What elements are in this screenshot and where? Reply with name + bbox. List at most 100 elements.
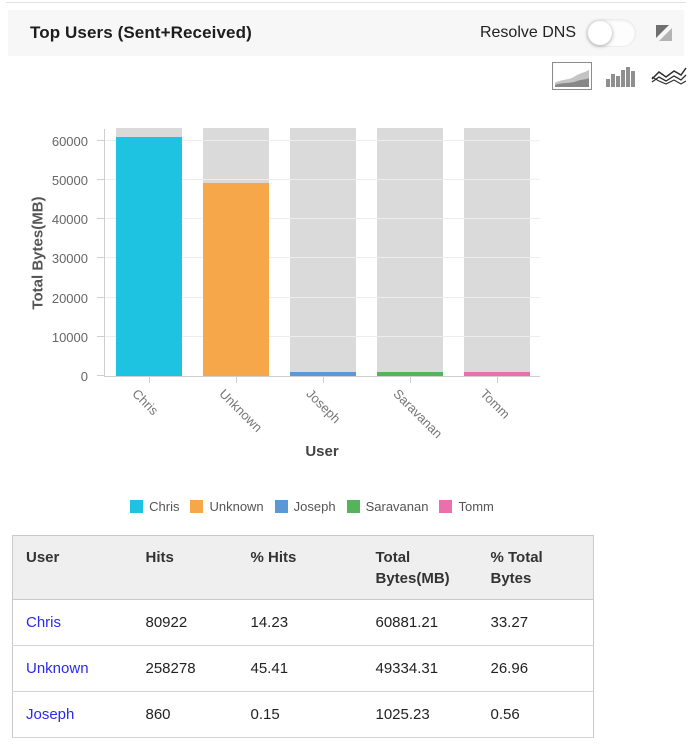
y-tick-label: 60000 xyxy=(51,133,88,149)
cell-user: Unknown xyxy=(12,645,133,692)
header-controls: Resolve DNS xyxy=(480,19,672,47)
y-tick xyxy=(97,257,104,259)
column-header: Hits xyxy=(132,535,238,600)
gridline xyxy=(105,257,540,259)
user-link[interactable]: Chris xyxy=(26,614,62,631)
table-row: Chris 80922 14.23 60881.21 33.27 xyxy=(12,599,594,646)
panel-top-border xyxy=(6,2,686,3)
cell-total-bytes: 49334.31 xyxy=(362,645,478,692)
bar-joseph[interactable] xyxy=(290,371,356,376)
x-axis-title: User xyxy=(305,443,339,460)
legend-item-joseph[interactable]: Joseph xyxy=(274,499,336,514)
y-tick xyxy=(97,296,104,298)
line-chart-icon[interactable] xyxy=(650,63,688,89)
area-chart-icon[interactable] xyxy=(552,62,592,90)
y-tick-label: 20000 xyxy=(51,290,88,306)
y-tick-label: 50000 xyxy=(51,173,88,189)
legend-label: Unknown xyxy=(209,499,264,514)
x-tick-label: Unknown xyxy=(216,386,266,435)
gridline xyxy=(105,335,540,337)
y-tick-label: 30000 xyxy=(51,251,88,267)
column-header: % Total Bytes xyxy=(477,535,594,600)
legend-swatch xyxy=(130,500,144,513)
top-users-table: User Hits% Hits Total Bytes(MB)% Total Byt… xyxy=(12,535,594,738)
gridline xyxy=(105,218,540,220)
y-tick-label: 10000 xyxy=(51,329,88,345)
legend-item-tomm[interactable]: Tomm xyxy=(439,499,494,514)
user-link[interactable]: Unknown xyxy=(26,660,89,677)
legend-item-unknown[interactable]: Unknown xyxy=(190,499,264,514)
table-body: Chris 80922 14.23 60881.21 33.27 Unknown 25827… xyxy=(12,599,594,738)
legend-swatch xyxy=(439,500,453,513)
cell-hits: 80922 xyxy=(132,599,238,646)
x-tick xyxy=(410,376,412,383)
bar-tomm[interactable] xyxy=(464,372,531,376)
y-tick xyxy=(97,375,104,376)
y-tick xyxy=(97,179,104,181)
x-tick-label: Saravanan xyxy=(390,386,446,442)
legend-label: Saravanan xyxy=(365,499,429,514)
plot-area xyxy=(97,128,540,383)
table-header: User Hits% Hits Total Bytes(MB)% Total Byt… xyxy=(12,535,594,600)
chart-type-toolbar xyxy=(552,62,688,90)
column-header: Total Bytes(MB) xyxy=(362,535,478,600)
bar-track xyxy=(377,128,444,376)
gridline xyxy=(105,296,540,298)
cell-hits: 258278 xyxy=(132,645,238,692)
resolve-dns-label: Resolve DNS xyxy=(479,24,576,41)
cell-user: Joseph xyxy=(12,691,133,738)
cell-total-bytes: 1025.23 xyxy=(362,691,478,738)
legend-label: Tomm xyxy=(458,499,494,514)
chart-legend: Chris Unknown Joseph Saravanan Tomm xyxy=(0,499,624,514)
resolve-dns-toggle[interactable] xyxy=(586,19,636,47)
user-link[interactable]: Joseph xyxy=(26,706,75,723)
x-tick-label: Tomm xyxy=(477,386,514,422)
x-tick-label: Joseph xyxy=(303,386,344,427)
toggle-knob xyxy=(588,21,612,45)
bar-unknown[interactable] xyxy=(202,182,269,376)
legend-swatch xyxy=(274,500,288,513)
cell-pct-hits: 0.15 xyxy=(237,691,363,738)
legend-swatch xyxy=(346,500,360,513)
cell-pct-total-bytes: 0.56 xyxy=(477,691,594,738)
legend-label: Chris xyxy=(149,499,180,514)
x-tick xyxy=(235,376,237,383)
bar-chris[interactable] xyxy=(115,137,182,376)
column-header: User xyxy=(12,535,133,600)
column-header: % Hits xyxy=(237,535,363,600)
cell-pct-hits: 45.41 xyxy=(237,645,363,692)
y-tick xyxy=(97,218,104,220)
x-tick xyxy=(497,376,499,383)
x-tick xyxy=(148,376,150,383)
bar-track xyxy=(290,128,356,376)
cell-total-bytes: 60881.21 xyxy=(362,599,478,646)
bar-saravanan[interactable] xyxy=(377,372,444,376)
cell-pct-total-bytes: 33.27 xyxy=(477,599,594,646)
bar-chart-icon[interactable] xyxy=(605,63,637,89)
gridline xyxy=(105,139,540,141)
cell-hits: 860 xyxy=(132,691,238,738)
legend-item-saravanan[interactable]: Saravanan xyxy=(346,499,429,514)
legend-item-chris[interactable]: Chris xyxy=(130,499,179,514)
cell-user: Chris xyxy=(12,599,133,646)
y-tick xyxy=(97,335,104,337)
table-row: Unknown 258278 45.41 49334.31 26.96 xyxy=(12,645,594,692)
gridline xyxy=(105,179,540,181)
x-tick xyxy=(323,376,324,383)
table-row: Joseph 860 0.15 1025.23 0.56 xyxy=(12,691,594,738)
widget-header: Top Users (Sent+Received) Resolve DNS xyxy=(8,10,684,56)
y-axis-labels: 0 10000 20000 30000 40000 50000 60000 xyxy=(0,129,96,384)
legend-label: Joseph xyxy=(293,499,336,514)
y-tick-label: 0 xyxy=(80,369,88,384)
expand-icon[interactable] xyxy=(656,25,672,41)
cell-pct-total-bytes: 26.96 xyxy=(477,645,594,692)
y-tick xyxy=(97,139,104,141)
bar-chart: Total Bytes(MB) 0 10000 20000 30000 40000 500… xyxy=(0,128,540,460)
bar-track xyxy=(464,128,531,376)
x-tick-label: Chris xyxy=(128,386,162,419)
legend-swatch xyxy=(190,500,204,513)
y-tick-label: 40000 xyxy=(51,212,88,228)
widget-title: Top Users (Sent+Received) xyxy=(30,23,252,42)
cell-pct-hits: 14.23 xyxy=(237,599,363,646)
